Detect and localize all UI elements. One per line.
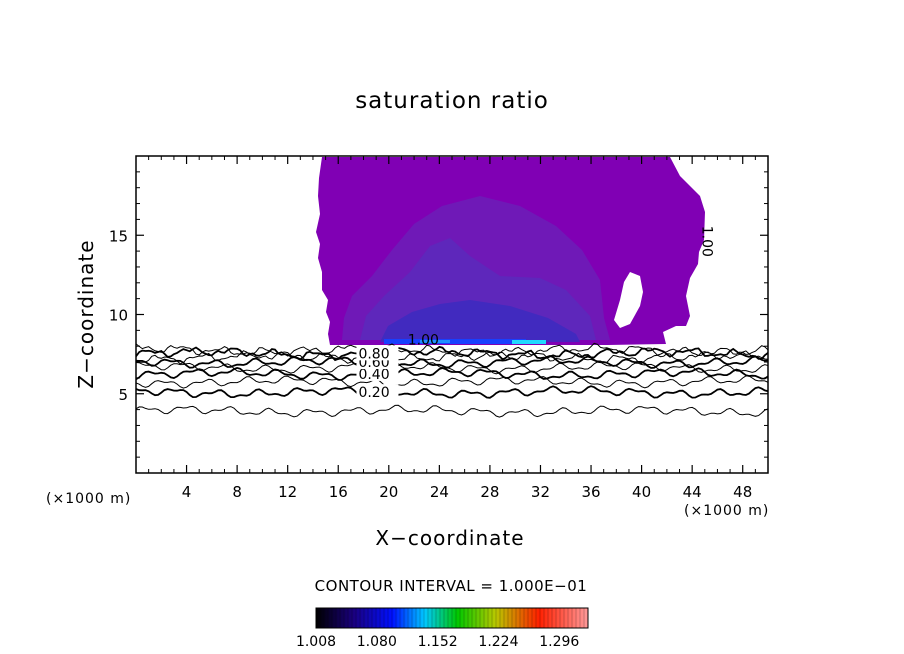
contour-extra-label-1: 1.00	[698, 226, 714, 257]
x-tick-label-10: 44	[683, 483, 702, 501]
contour-labels: 0.200.400.600.801.001.00	[356, 226, 714, 401]
x-tick-label-8: 36	[581, 483, 600, 501]
contour-line-4	[136, 361, 768, 375]
y-ticks: 5 10 15	[109, 171, 768, 458]
contour-line-7	[136, 345, 768, 362]
cyan-band-2	[420, 340, 450, 343]
contour-line-3	[136, 366, 768, 381]
x-tick-label-9: 40	[632, 483, 651, 501]
colorbar-frame	[315, 607, 589, 629]
contour-lines	[136, 342, 768, 418]
contour-line-1	[136, 385, 768, 399]
x-axis-label: X−coordinate	[375, 526, 525, 550]
colorbar-labels: 1.008 1.080 1.152 1.224 1.296	[296, 634, 579, 650]
x-tick-label-7: 32	[531, 483, 550, 501]
contour-line-2	[136, 375, 768, 389]
cyan-band	[512, 340, 546, 344]
colorbar-label-4: 1.296	[539, 634, 579, 650]
x-tick-label-4: 20	[379, 483, 398, 501]
x-ticks: 4 8 12 16 20 24 28 32 36 40 44 48	[148, 156, 756, 501]
bright-band	[384, 339, 526, 344]
contour-label-1: 0.20	[358, 385, 389, 401]
y-tick-label-1: 10	[109, 307, 128, 325]
x-tick-label-1: 8	[232, 483, 242, 501]
colorbar-label-1: 1.080	[357, 634, 397, 650]
inner-region-3	[380, 300, 580, 342]
contour-line-5	[136, 354, 768, 369]
y-axis-label: Z−coordinate	[74, 239, 98, 389]
y-tick-label-0: 5	[118, 386, 128, 404]
contour-line-0	[136, 404, 768, 418]
contour-line-8	[136, 342, 768, 357]
colorbar-label-0: 1.008	[296, 634, 336, 650]
x-tick-label-3: 16	[329, 483, 348, 501]
contour-label-3: 0.40	[358, 367, 389, 383]
contour-label-7: 0.80	[358, 346, 389, 362]
contour-interval: CONTOUR INTERVAL = 1.000E−01	[314, 577, 588, 595]
y-tick-label-2: 15	[109, 227, 128, 245]
x-tick-label-5: 24	[430, 483, 449, 501]
colorbar-label-2: 1.152	[418, 634, 458, 650]
chart-title: saturation ratio	[355, 88, 549, 114]
x-tick-label-2: 12	[278, 483, 297, 501]
colorbar	[316, 608, 588, 628]
contour-label-bg-7	[356, 345, 399, 361]
x-unit-right: (×1000 m)	[684, 503, 770, 519]
cloud-hole	[614, 272, 643, 328]
x-tick-label-11: 48	[733, 483, 752, 501]
contour-label-bg-3	[356, 365, 399, 381]
colorbar-stripes	[315, 608, 585, 628]
x-unit-left: (×1000 m)	[46, 491, 132, 507]
x-tick-label-0: 4	[182, 483, 192, 501]
contour-label-bg-1	[356, 384, 399, 400]
contour-extra-label-0: 1.00	[408, 333, 439, 349]
colorbar-label-3: 1.224	[478, 634, 518, 650]
x-tick-label-6: 28	[480, 483, 499, 501]
